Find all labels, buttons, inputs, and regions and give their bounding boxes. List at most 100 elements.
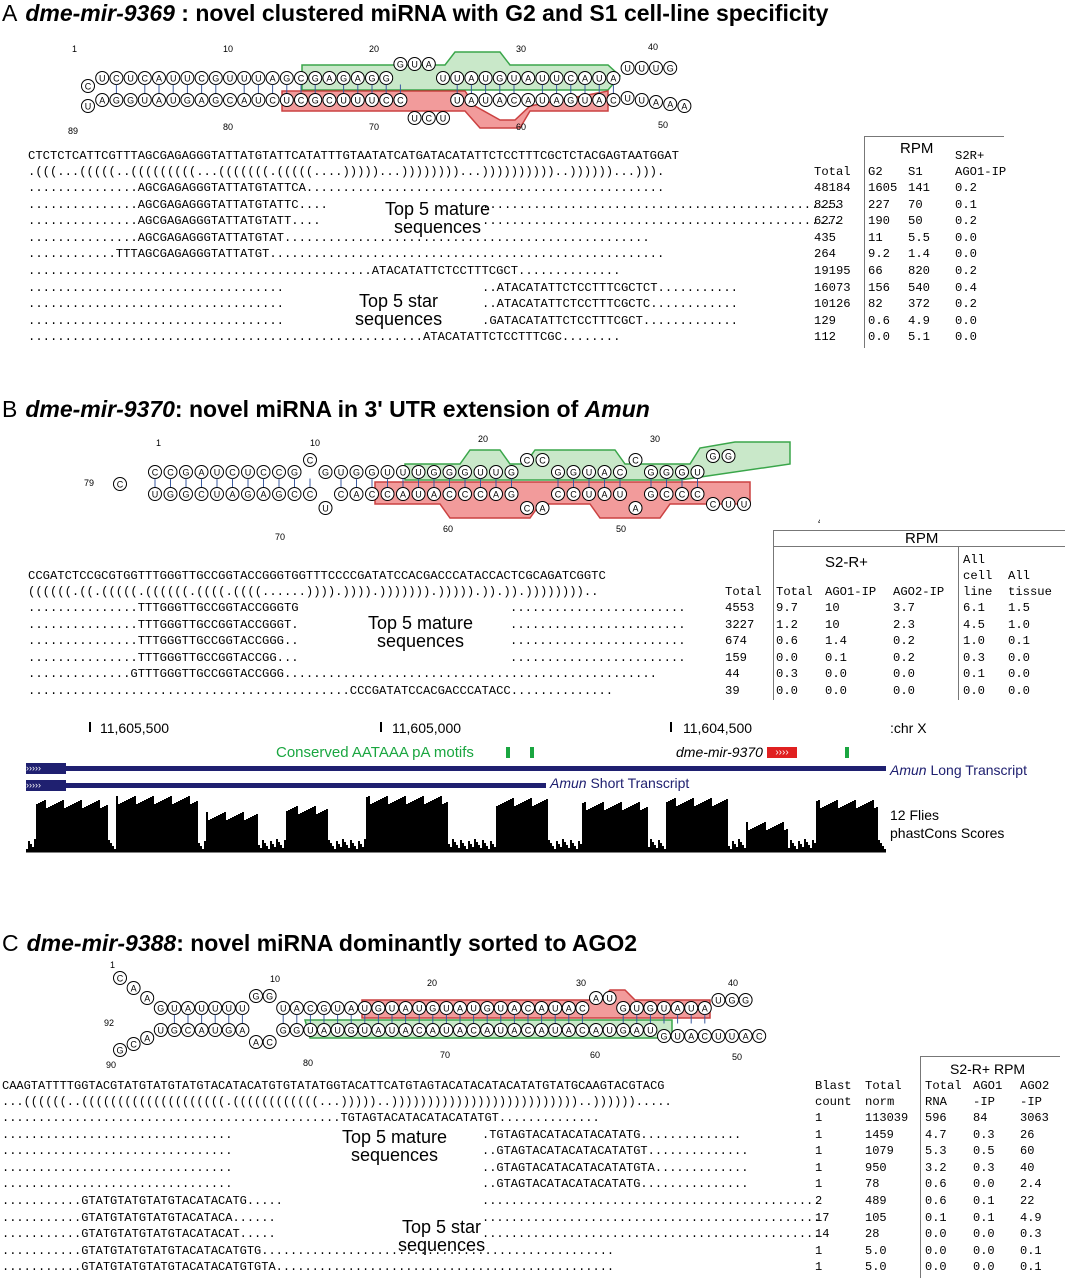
- conservation-bar: [870, 801, 872, 852]
- conservation-bar: [204, 841, 206, 852]
- nucleotide-letter: G: [167, 490, 174, 500]
- conservation-bar: [700, 803, 702, 852]
- conservation-bar: [698, 804, 700, 852]
- blast-count: 1: [815, 1160, 823, 1175]
- nucleotide: [279, 93, 294, 107]
- rpm-value: 0.0: [776, 684, 798, 698]
- conservation-bar: [634, 804, 636, 852]
- pos-label: 10: [310, 438, 320, 448]
- nucleotide: [535, 501, 550, 515]
- blast-count: 1: [815, 1177, 823, 1192]
- rpm-value: 141: [908, 181, 930, 195]
- nucleotide-letter: U: [255, 74, 262, 84]
- blast-count: 1: [815, 1111, 823, 1125]
- nucleotide-letter: A: [634, 1026, 640, 1036]
- nucleotide: [411, 487, 426, 501]
- mature-label-b: Top 5 mature sequences: [368, 613, 474, 651]
- nucleotide: [262, 989, 277, 1003]
- total-header: Total: [725, 585, 762, 599]
- conservation-bar: [278, 842, 280, 852]
- nucleotide-letter: G: [182, 490, 189, 500]
- conservation-bar: [330, 843, 332, 852]
- sequence-c: CAAGTATTTTGGTACGTATGTATGTATGTACATACATGTG…: [2, 1079, 665, 1093]
- col-head: S1: [908, 165, 923, 179]
- nucleotide-letter: G: [678, 468, 685, 478]
- pos-label: 10: [270, 974, 280, 984]
- nucleotide-letter: A: [321, 1026, 327, 1036]
- conservation-bar: [272, 844, 274, 852]
- nucleotide-letter: A: [525, 96, 531, 106]
- read-sequence: ........................................…: [28, 264, 621, 278]
- nucleotide-letter: G: [312, 96, 319, 106]
- nucleotide: [153, 1023, 168, 1037]
- rpm-value: 3063: [1020, 1111, 1049, 1125]
- conservation-bar: [604, 810, 606, 852]
- conservation-bar: [442, 804, 444, 852]
- read-sequence: ..GTAGTACATACATACATATG...............: [482, 1177, 749, 1192]
- nucleotide: [711, 1029, 726, 1043]
- conservation-bar: [616, 804, 618, 852]
- nucleotide: [613, 487, 627, 501]
- conservation-bar: [658, 840, 660, 852]
- conservation-bar: [42, 801, 44, 852]
- conservation-bar: [608, 808, 610, 852]
- conservation-bar: [474, 839, 476, 852]
- structure-c: ...((((((..((((((((((((((((((((.((((((((…: [2, 1095, 672, 1109]
- rpm-value: 0.2: [955, 181, 977, 195]
- conservation-bar: [782, 822, 784, 852]
- nucleotide-letter: C: [397, 96, 404, 106]
- conservation-bar: [454, 842, 456, 852]
- conservation-bar: [812, 840, 814, 852]
- col-head: All tissue: [1008, 569, 1052, 599]
- nucleotide-letter: U: [586, 490, 593, 500]
- nucleotide-letter: G: [157, 1004, 164, 1014]
- conservation-bar: [606, 809, 608, 852]
- conservation-bar: [166, 798, 168, 852]
- nucleotide: [167, 1023, 182, 1037]
- conservation-bar: [114, 849, 116, 852]
- read-sequence: .TGTAGTACATACATACATATG..............: [482, 1127, 742, 1142]
- conservation-bar: [542, 801, 544, 852]
- nucleotide-letter: A: [743, 1032, 749, 1042]
- conservation-bar: [208, 820, 210, 852]
- conservation-bar: [228, 819, 230, 852]
- nucleotide-letter: G: [275, 490, 282, 500]
- rpm-value: 0.1: [963, 667, 985, 682]
- rpm-value: 0.1: [973, 1210, 995, 1225]
- nucleotide: [561, 1023, 576, 1037]
- conservation-bar: [86, 806, 88, 852]
- nucleotide-letter: G: [322, 468, 329, 478]
- nucleotide: [334, 487, 348, 501]
- conservation-bar: [264, 843, 266, 852]
- nucleotide-letter: G: [620, 1004, 627, 1014]
- nucleotide-letter: A: [431, 490, 437, 500]
- conservation-bar: [498, 805, 500, 852]
- conservation-bar: [548, 840, 550, 852]
- nucleotide-letter: A: [582, 74, 588, 84]
- nucleotide-letter: C: [579, 1004, 586, 1014]
- conservation-bar: [60, 801, 62, 852]
- read-sequence: ........................: [510, 601, 686, 615]
- table-divider: [773, 530, 1065, 531]
- nucleotide-letter: C: [426, 114, 433, 124]
- nucleotide: [738, 993, 753, 1007]
- rpm-value: 0.0: [925, 1227, 947, 1242]
- conservation-bar: [164, 799, 166, 852]
- nucleotide-letter: C: [229, 468, 236, 478]
- conservation-bar: [234, 816, 236, 852]
- nucleotide-letter: A: [675, 1004, 681, 1014]
- blast-count: 2: [815, 1194, 823, 1208]
- rpm-value: 0.6: [925, 1194, 947, 1208]
- nucleotide: [194, 93, 209, 107]
- read-sequence: ...................................: [28, 313, 284, 328]
- nucleotide-letter: U: [334, 1004, 341, 1014]
- conservation-bar: [192, 803, 194, 852]
- nucleotide-letter: U: [634, 1004, 641, 1014]
- nucleotide-letter: U: [198, 1004, 205, 1014]
- nucleotide: [344, 1023, 359, 1037]
- title-text: : novel miRNA in 3' UTR extension of: [174, 396, 585, 422]
- conservation-bar: [392, 802, 394, 852]
- conservation-bar: [156, 803, 158, 852]
- read-sequence: ........................................…: [482, 214, 841, 229]
